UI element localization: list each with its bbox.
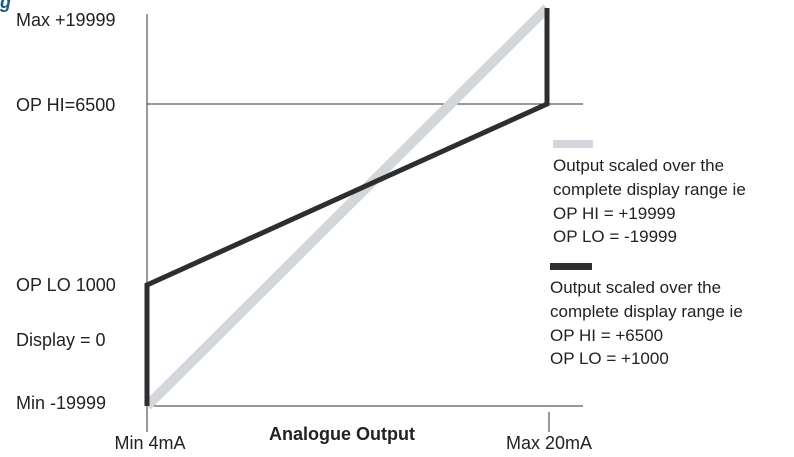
legend-line-1: Output scaled over the (553, 156, 724, 175)
y-tick-op-lo: OP LO 1000 (16, 275, 116, 295)
legend-op-lo: OP LO = -19999 (553, 227, 677, 246)
series-op-range-line (144, 8, 550, 406)
x-axis-title: Analogue Output (269, 424, 415, 444)
y-tick-min: Min -19999 (16, 393, 106, 413)
x-tick-max-label: Max 20mA (506, 433, 592, 453)
legend-op-hi: OP HI = +19999 (553, 204, 676, 223)
legend-swatch-full-range (553, 140, 593, 148)
legend-op-lo: OP LO = +1000 (550, 349, 669, 368)
legend-entry-op-range: Output scaled over the complete display … (550, 263, 743, 368)
y-tick-display-zero: Display = 0 (16, 330, 106, 350)
legend-line-2: complete display range ie (553, 180, 746, 199)
legend-swatch-op-range (550, 263, 592, 270)
legend-line-2: complete display range ie (550, 302, 743, 321)
x-tick-min-label: Min 4mA (114, 433, 185, 453)
legend-entry-full-range: Output scaled over the complete display … (553, 140, 746, 246)
y-tick-op-hi: OP HI=6500 (16, 95, 115, 115)
legend-line-1: Output scaled over the (550, 278, 721, 297)
header-title-fragment: g (0, 0, 11, 12)
legend-op-hi: OP HI = +6500 (550, 326, 663, 345)
y-tick-max: Max +19999 (16, 10, 116, 30)
series-full-range-line (143, 4, 551, 410)
